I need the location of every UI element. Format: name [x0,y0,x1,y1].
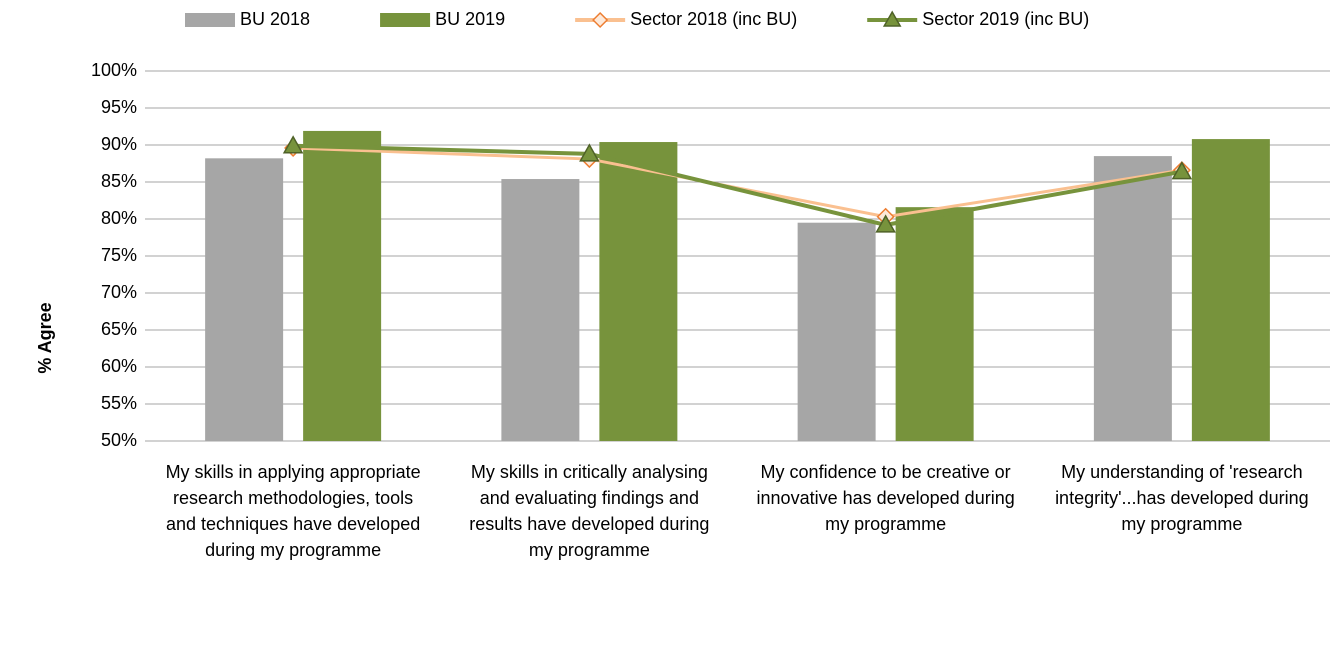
line-marker [875,214,896,233]
y-tick-label: 100% [91,60,137,80]
y-tick-label: 75% [101,245,137,265]
line-marker [579,143,600,162]
y-axis-title: % Agree [35,302,55,373]
y-tick-label: 85% [101,171,137,191]
legend-label: BU 2019 [435,9,505,29]
bar [205,158,284,441]
legend-swatch [380,13,431,27]
legend-label: BU 2018 [240,9,310,29]
x-tick-label: My skills in applying appropriate researc… [166,462,421,560]
bar [303,130,382,441]
bar [797,222,876,441]
y-tick-label: 90% [101,134,137,154]
x-tick-label: My understanding of 'research integrity'.… [1055,462,1309,534]
y-tick-label: 60% [101,356,137,376]
y-tick-label: 95% [101,97,137,117]
bar [1093,156,1172,441]
legend-marker [592,11,609,29]
line-marker [1171,161,1193,180]
x-tick-label: My confidence to be creative or innovativ… [757,462,1015,534]
y-tick-label: 80% [101,208,137,228]
bar [599,142,678,442]
x-tick-label: My skills in critically analysing and eva… [469,462,709,560]
y-tick-label: 70% [101,282,137,302]
line-marker [282,135,304,154]
bar [1191,139,1270,441]
y-tick-label: 55% [101,393,137,413]
legend-marker [882,10,902,27]
y-tick-label: 50% [101,430,137,450]
bar [501,179,580,442]
y-tick-label: 65% [101,319,137,339]
legend-label: Sector 2018 (inc BU) [630,9,797,29]
line [293,143,1183,227]
legend-swatch [185,13,235,27]
legend-label: Sector 2019 (inc BU) [922,9,1089,29]
bar [895,207,974,441]
